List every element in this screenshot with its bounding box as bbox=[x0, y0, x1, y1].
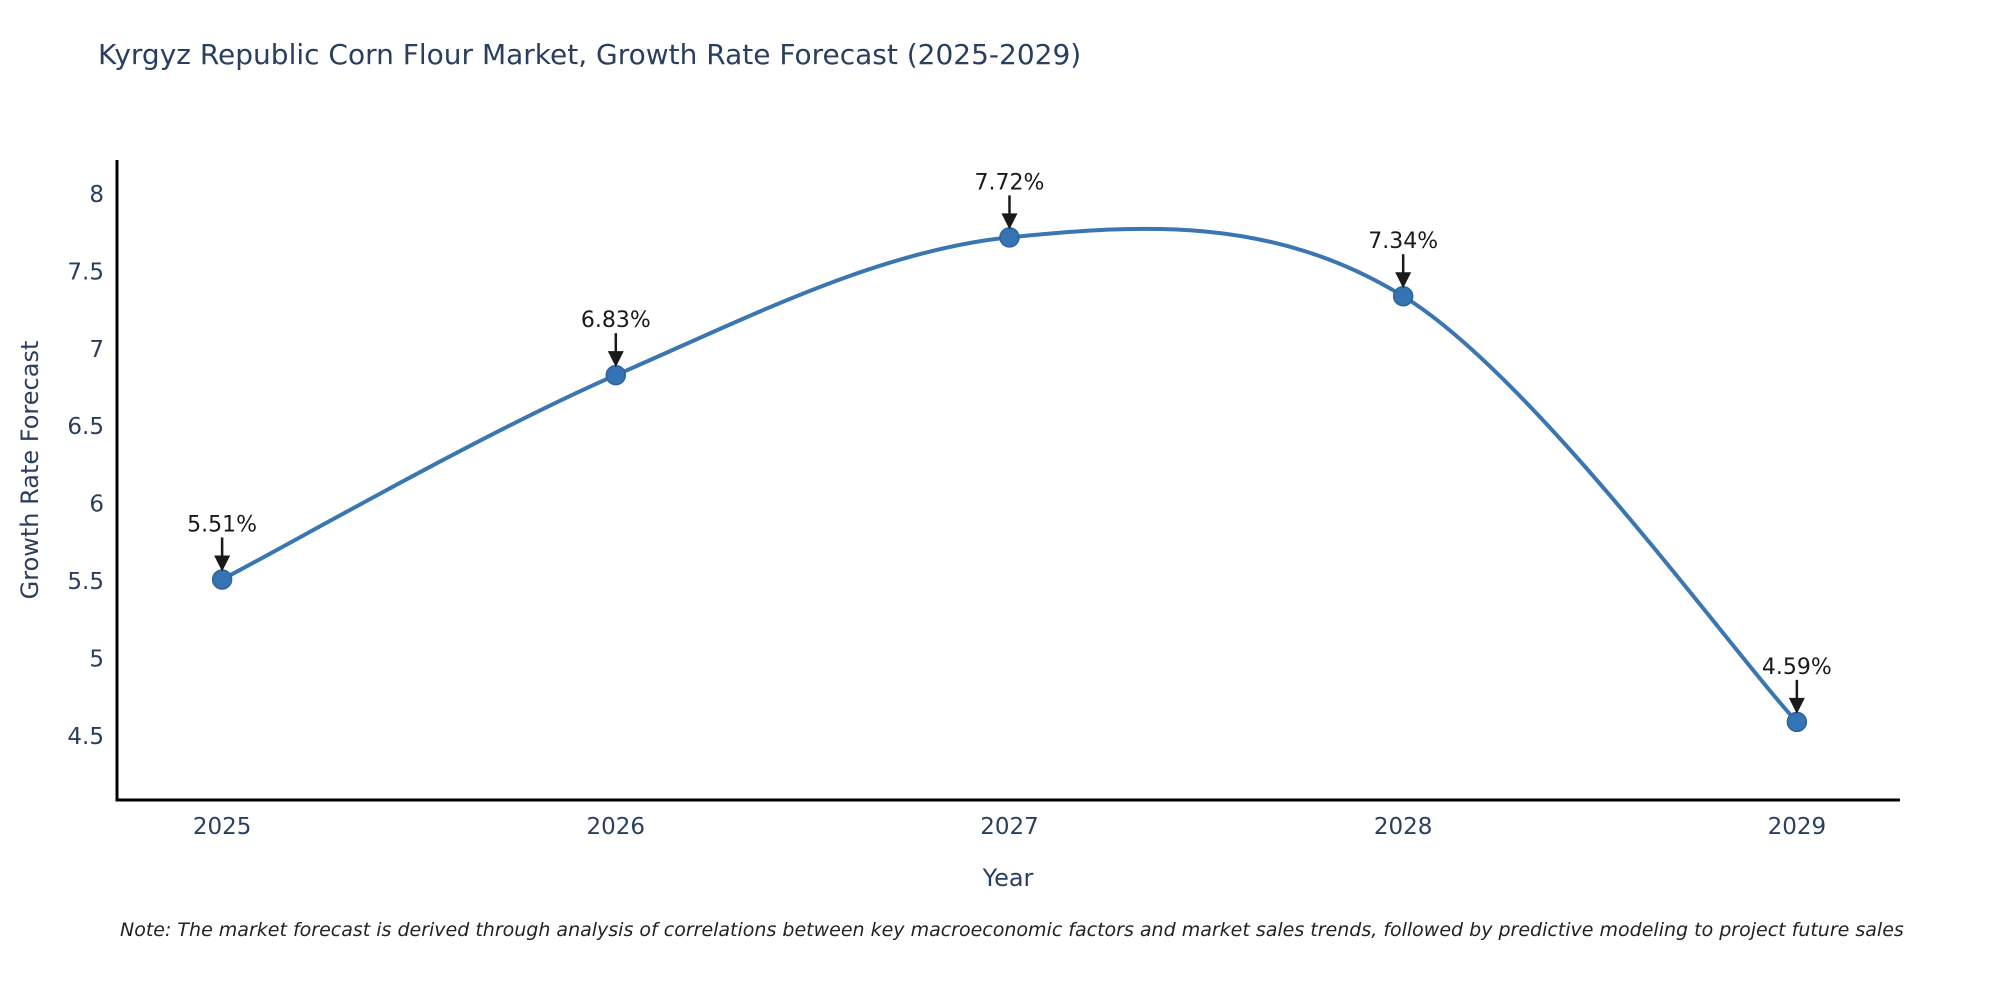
x-axis-title: Year bbox=[982, 864, 1034, 892]
y-tick-label: 6.5 bbox=[67, 414, 104, 440]
annotation-arrowhead bbox=[1788, 697, 1805, 714]
data-point-2029[interactable] bbox=[1786, 711, 1808, 733]
annotation-arrowhead bbox=[1001, 213, 1018, 230]
x-tick-label: 2029 bbox=[1768, 814, 1827, 840]
point-value-label: 6.83% bbox=[581, 308, 651, 333]
annotation-arrowhead bbox=[607, 351, 624, 368]
y-tick-label: 6 bbox=[89, 492, 104, 518]
footnote: Note: The market forecast is derived thr… bbox=[120, 919, 1904, 941]
x-tick-label: 2027 bbox=[980, 814, 1039, 840]
point-value-label: 5.51% bbox=[187, 512, 257, 537]
point-value-label: 4.59% bbox=[1762, 655, 1832, 680]
y-tick-label: 5 bbox=[89, 646, 104, 672]
annotation-arrowhead bbox=[1395, 272, 1412, 289]
x-tick-label: 2026 bbox=[587, 814, 646, 840]
y-tick-label: 4.5 bbox=[67, 724, 104, 750]
y-tick-label: 7 bbox=[89, 337, 104, 363]
data-point-2026[interactable] bbox=[605, 364, 627, 386]
y-tick-label: 8 bbox=[89, 182, 104, 208]
y-axis-title: Growth Rate Forecast bbox=[16, 340, 44, 600]
forecast-line bbox=[220, 226, 1799, 724]
data-point-2028[interactable] bbox=[1392, 285, 1414, 307]
chart-title: Kyrgyz Republic Corn Flour Market, Growt… bbox=[98, 38, 1082, 71]
data-point-2025[interactable] bbox=[211, 569, 233, 590]
data-point-2027[interactable] bbox=[999, 227, 1020, 248]
point-value-label: 7.34% bbox=[1368, 229, 1438, 254]
annotation-arrowhead bbox=[214, 555, 231, 572]
y-tick-label: 5.5 bbox=[67, 569, 104, 595]
x-tick-label: 2025 bbox=[193, 814, 252, 840]
y-tick-label: 7.5 bbox=[67, 259, 104, 285]
point-value-label: 7.72% bbox=[975, 170, 1045, 195]
x-tick-label: 2028 bbox=[1374, 814, 1433, 840]
